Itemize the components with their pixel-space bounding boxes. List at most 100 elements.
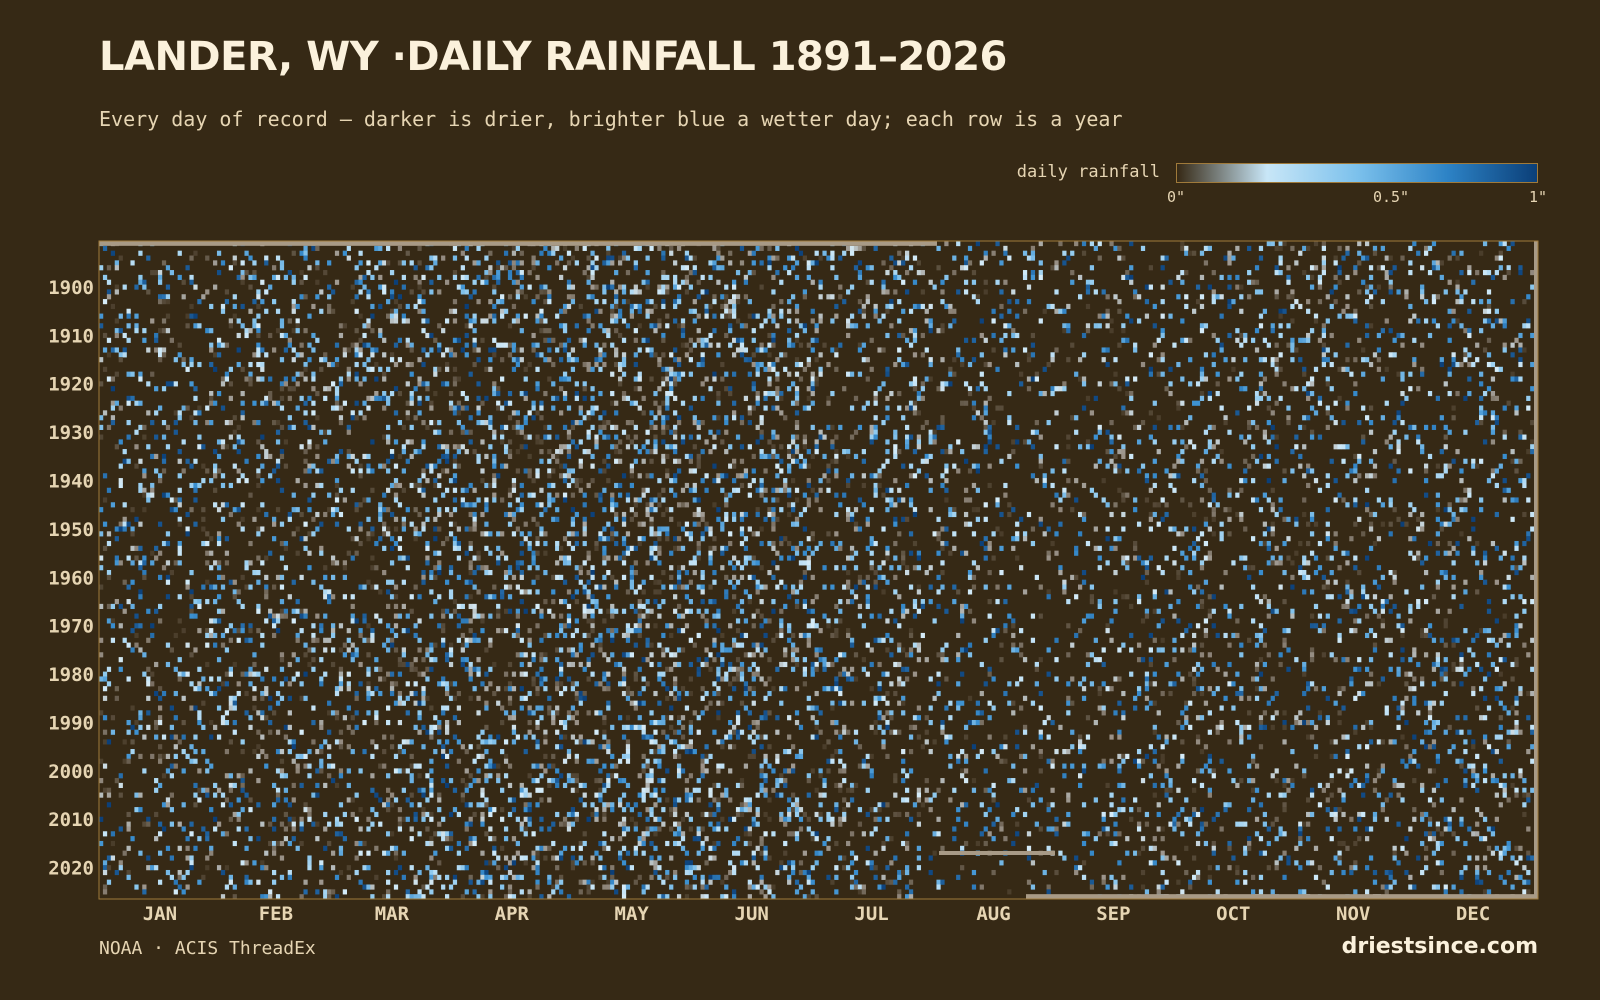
heatmap-cell bbox=[594, 357, 599, 363]
heatmap-cell bbox=[1227, 250, 1232, 256]
heatmap-cell bbox=[338, 511, 344, 518]
heatmap-cell bbox=[456, 463, 462, 469]
heatmap-cell bbox=[1105, 463, 1110, 469]
heatmap-cell bbox=[649, 376, 654, 382]
heatmap-cell bbox=[401, 468, 406, 474]
heatmap-cell bbox=[1302, 574, 1307, 580]
heatmap-cell bbox=[908, 405, 914, 411]
heatmap-cell bbox=[99, 424, 104, 430]
heatmap-cell bbox=[1325, 294, 1330, 300]
heatmap-cell bbox=[614, 458, 619, 464]
heatmap-cell bbox=[224, 502, 230, 508]
heatmap-cell bbox=[1282, 516, 1287, 522]
heatmap-cell bbox=[1455, 516, 1460, 522]
heatmap-cell bbox=[539, 328, 544, 334]
heatmap-cell bbox=[334, 521, 340, 527]
heatmap-cell bbox=[99, 555, 104, 561]
heatmap-cell bbox=[236, 439, 241, 445]
heatmap-cell bbox=[716, 415, 721, 421]
heatmap-cell bbox=[531, 265, 536, 271]
heatmap-cell bbox=[209, 328, 214, 334]
heatmap-cell bbox=[590, 386, 595, 392]
heatmap-cell bbox=[507, 294, 513, 300]
heatmap-cell bbox=[1258, 390, 1264, 397]
heatmap-cell bbox=[386, 395, 391, 401]
heatmap-cell bbox=[138, 565, 143, 571]
heatmap-cell bbox=[452, 381, 458, 387]
heatmap-cell bbox=[1479, 371, 1484, 377]
heatmap-cell bbox=[291, 376, 296, 382]
heatmap-cell bbox=[645, 299, 650, 305]
heatmap-cell bbox=[279, 521, 285, 527]
heatmap-cell bbox=[275, 463, 281, 469]
heatmap-cell bbox=[1514, 337, 1519, 343]
heatmap-cell bbox=[240, 574, 245, 580]
heatmap-cell bbox=[885, 555, 890, 561]
heatmap-cell bbox=[869, 536, 874, 542]
heatmap-cell bbox=[759, 449, 764, 455]
heatmap-cell bbox=[712, 376, 717, 382]
heatmap-cell bbox=[594, 545, 599, 551]
heatmap-cell bbox=[1003, 245, 1008, 251]
heatmap-cell bbox=[905, 361, 910, 368]
heatmap-cell bbox=[547, 502, 552, 508]
heatmap-cell bbox=[1195, 536, 1201, 542]
heatmap-cell bbox=[275, 507, 281, 513]
heatmap-cell bbox=[818, 352, 823, 358]
heatmap-cell bbox=[397, 482, 403, 489]
heatmap-cell bbox=[205, 468, 210, 474]
heatmap-cell bbox=[916, 395, 922, 401]
heatmap-cell bbox=[940, 415, 945, 421]
heatmap-cell bbox=[248, 540, 253, 547]
heatmap-cell bbox=[535, 574, 540, 580]
heatmap-cell bbox=[751, 361, 756, 368]
heatmap-cell bbox=[110, 420, 116, 426]
heatmap-cell bbox=[559, 386, 564, 392]
heatmap-cell bbox=[555, 260, 560, 266]
heatmap-cell bbox=[1278, 323, 1283, 329]
heatmap-cell bbox=[260, 279, 265, 285]
heatmap-cell bbox=[1518, 429, 1523, 435]
heatmap-cell bbox=[1148, 284, 1153, 290]
heatmap-cell bbox=[248, 371, 253, 377]
heatmap-cell bbox=[327, 303, 332, 310]
heatmap-cell bbox=[441, 444, 446, 450]
heatmap-cell bbox=[142, 284, 147, 290]
heatmap-cell bbox=[963, 337, 969, 343]
heatmap-cell bbox=[1274, 245, 1279, 251]
heatmap-cell bbox=[1274, 458, 1279, 464]
heatmap-cell bbox=[1396, 415, 1401, 421]
heatmap-cell bbox=[1243, 386, 1248, 392]
heatmap-cell bbox=[1109, 241, 1114, 247]
heatmap-cell bbox=[771, 507, 776, 513]
heatmap-cell bbox=[507, 274, 513, 281]
heatmap-cell bbox=[602, 458, 607, 464]
heatmap-cell bbox=[562, 347, 568, 353]
heatmap-cell bbox=[614, 511, 619, 518]
heatmap-cell bbox=[1451, 560, 1456, 566]
heatmap-cell bbox=[393, 516, 399, 522]
heatmap-cell bbox=[248, 274, 253, 281]
heatmap-cell bbox=[531, 555, 536, 561]
heatmap-cell bbox=[838, 284, 843, 290]
heatmap-cell bbox=[527, 410, 532, 416]
heatmap-cell bbox=[1085, 395, 1091, 401]
heatmap-cell bbox=[783, 265, 788, 271]
heatmap-cell bbox=[1439, 570, 1444, 576]
heatmap-cell bbox=[275, 429, 281, 435]
heatmap-cell bbox=[794, 361, 800, 368]
heatmap-cell bbox=[673, 371, 678, 377]
heatmap-cell bbox=[1526, 405, 1531, 411]
heatmap-cell bbox=[1447, 550, 1452, 556]
heatmap-cell bbox=[448, 531, 454, 537]
heatmap-cell bbox=[1042, 482, 1047, 489]
heatmap-cell bbox=[991, 555, 996, 561]
heatmap-cell bbox=[484, 366, 489, 372]
heatmap-cell bbox=[1341, 366, 1346, 372]
heatmap-cell bbox=[810, 453, 815, 460]
heatmap-cell bbox=[653, 555, 658, 561]
heatmap-cell bbox=[873, 487, 878, 493]
heatmap-cell bbox=[1526, 395, 1531, 401]
heatmap-cell bbox=[1129, 453, 1134, 460]
heatmap-cell bbox=[928, 376, 933, 382]
